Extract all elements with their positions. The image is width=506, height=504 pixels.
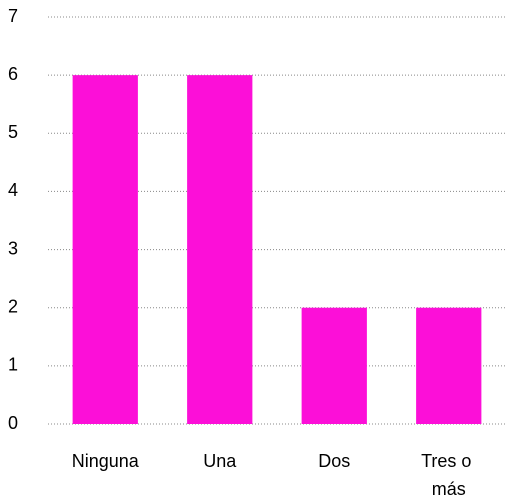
bar	[416, 307, 482, 424]
bar	[187, 75, 253, 425]
y-tick-label: 3	[8, 238, 18, 258]
y-tick-label: 0	[8, 413, 18, 433]
x-tick-label: Tres o más	[421, 451, 476, 499]
x-tick-label-line: Tres o	[421, 451, 476, 471]
y-tick-label: 1	[8, 355, 18, 375]
x-tick-label: Una	[203, 451, 237, 471]
x-tick-label-line: más	[432, 479, 466, 499]
y-tick-label: 5	[8, 122, 18, 142]
x-tick-label: Dos	[318, 451, 350, 471]
x-tick-label: Ninguna	[72, 451, 140, 471]
y-tick-label: 2	[8, 296, 18, 316]
bar	[301, 307, 367, 424]
bar	[72, 75, 138, 425]
y-tick-label: 4	[8, 180, 18, 200]
y-tick-label: 7	[8, 6, 18, 26]
y-tick-label: 6	[8, 64, 18, 84]
